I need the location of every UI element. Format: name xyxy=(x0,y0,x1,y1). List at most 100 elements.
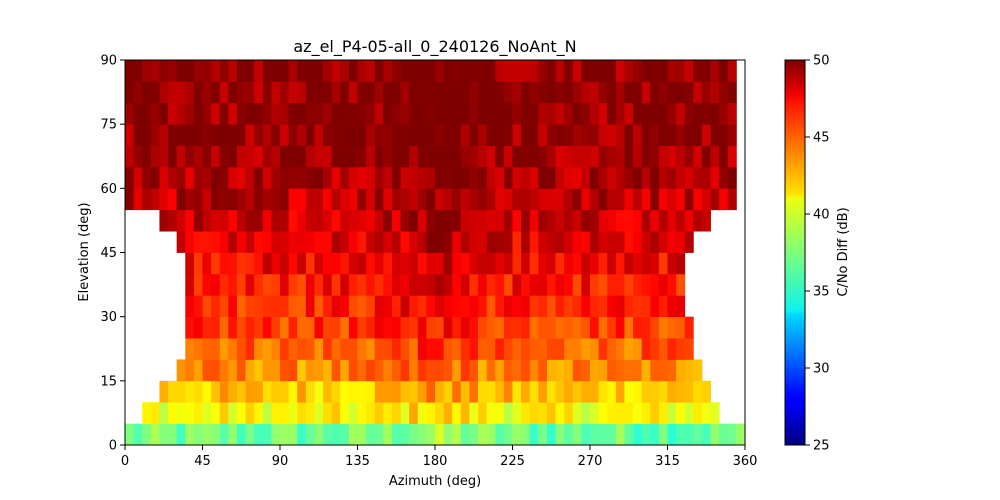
heatmap-cell xyxy=(417,316,427,339)
heatmap-cell xyxy=(314,209,324,232)
heatmap-cell xyxy=(340,124,350,146)
heatmap-cell xyxy=(219,124,229,146)
heatmap-cell xyxy=(727,60,737,82)
heatmap-cell xyxy=(460,145,470,168)
heatmap-cell xyxy=(340,81,350,104)
heatmap-cell xyxy=(590,338,600,360)
heatmap-cell xyxy=(512,124,522,146)
heatmap-cell xyxy=(555,252,565,275)
heatmap-cell xyxy=(211,166,221,189)
heatmap-cell xyxy=(624,423,634,446)
heatmap-cell xyxy=(486,209,496,232)
heatmap-cell xyxy=(658,423,668,446)
heatmap-cell xyxy=(633,359,643,382)
heatmap-cell xyxy=(314,102,324,125)
heatmap-cell xyxy=(211,102,221,125)
heatmap-cell xyxy=(426,124,436,146)
heatmap-cell xyxy=(245,145,255,168)
heatmap-cell xyxy=(546,209,556,232)
heatmap-cell xyxy=(400,102,410,125)
heatmap-cell xyxy=(383,316,393,339)
heatmap-cell xyxy=(236,124,246,146)
heatmap-cell xyxy=(555,380,565,403)
heatmap-cell xyxy=(314,359,324,382)
heatmap-cell xyxy=(495,231,505,253)
heatmap-cell xyxy=(658,231,668,253)
heatmap-cell xyxy=(538,338,548,360)
heatmap-cell xyxy=(521,295,531,318)
heatmap-cell xyxy=(262,124,272,146)
heatmap-cell xyxy=(348,124,358,146)
heatmap-cell xyxy=(546,166,556,189)
heatmap-cell xyxy=(460,60,470,82)
heatmap-cell xyxy=(297,273,307,296)
heatmap-cell xyxy=(159,81,169,104)
heatmap-cell xyxy=(219,231,229,253)
heatmap-cell xyxy=(615,102,625,125)
heatmap-cell xyxy=(615,188,625,211)
heatmap-cell xyxy=(486,359,496,382)
heatmap-cell xyxy=(581,295,591,318)
heatmap-cell xyxy=(297,60,307,82)
heatmap-cell xyxy=(624,188,634,211)
heatmap-cell xyxy=(159,102,169,125)
heatmap-cell xyxy=(357,295,367,318)
heatmap-cell xyxy=(383,359,393,382)
heatmap-cell xyxy=(288,295,298,318)
heatmap-cell xyxy=(374,273,384,296)
heatmap-cell xyxy=(624,102,634,125)
heatmap-cell xyxy=(400,145,410,168)
heatmap-cell xyxy=(701,145,711,168)
heatmap-cell xyxy=(460,316,470,339)
heatmap-cell xyxy=(443,60,453,82)
heatmap-cell xyxy=(391,359,401,382)
heatmap-cell xyxy=(676,145,686,168)
heatmap-cell xyxy=(452,273,462,296)
heatmap-cell xyxy=(460,231,470,253)
heatmap-cell xyxy=(228,402,238,425)
heatmap-cell xyxy=(426,359,436,382)
heatmap-cell xyxy=(701,402,711,425)
x-axis-label: Azimuth (deg) xyxy=(389,474,481,489)
y-tick-label: 90 xyxy=(100,54,117,69)
heatmap-cell xyxy=(452,60,462,82)
heatmap-cell xyxy=(254,423,264,446)
heatmap-cell xyxy=(460,295,470,318)
heatmap-cell xyxy=(607,102,617,125)
heatmap-cell xyxy=(202,359,212,382)
heatmap-cell xyxy=(271,252,281,275)
heatmap-cell xyxy=(409,316,419,339)
heatmap-cell xyxy=(615,209,625,232)
heatmap-cell xyxy=(426,81,436,104)
heatmap-cell xyxy=(538,188,548,211)
heatmap-cell xyxy=(512,102,522,125)
heatmap-cell xyxy=(460,402,470,425)
heatmap-cell xyxy=(538,380,548,403)
colorbar xyxy=(784,59,806,446)
heatmap-cell xyxy=(280,252,290,275)
heatmap-cell xyxy=(133,81,143,104)
heatmap-cell xyxy=(219,359,229,382)
heatmap-cell xyxy=(391,188,401,211)
heatmap-cell xyxy=(719,60,729,82)
heatmap-cell xyxy=(503,338,513,360)
heatmap-cell xyxy=(512,423,522,446)
heatmap-cell xyxy=(478,166,488,189)
heatmap-cell xyxy=(236,145,246,168)
heatmap-cell xyxy=(348,145,358,168)
heatmap-cell xyxy=(478,102,488,125)
heatmap-cell xyxy=(417,273,427,296)
heatmap-cell xyxy=(254,166,264,189)
heatmap-cell xyxy=(495,188,505,211)
heatmap-cell xyxy=(245,124,255,146)
heatmap-cell xyxy=(469,316,479,339)
x-tick-label: 45 xyxy=(194,454,211,469)
heatmap-cell xyxy=(211,273,221,296)
heatmap-cell xyxy=(607,252,617,275)
heatmap-cell xyxy=(529,124,539,146)
heatmap-cell xyxy=(633,402,643,425)
heatmap-cell xyxy=(280,81,290,104)
heatmap-cell xyxy=(185,423,195,446)
heatmap-cell xyxy=(331,273,341,296)
heatmap-cell xyxy=(624,252,634,275)
